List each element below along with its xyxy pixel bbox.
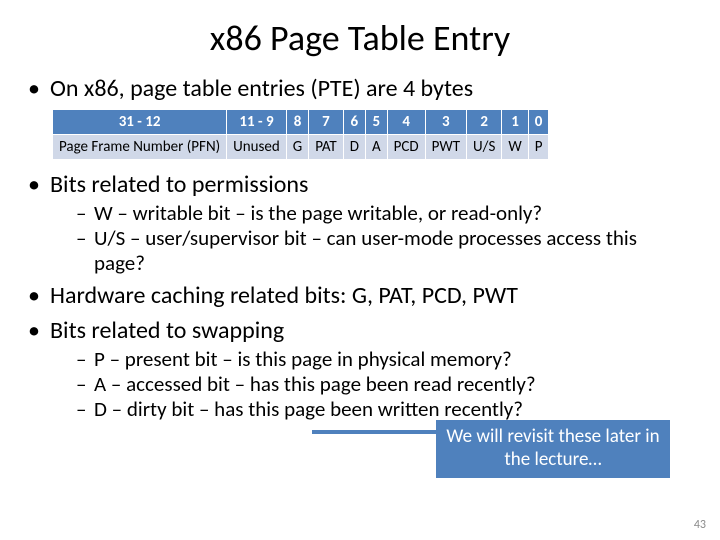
bullet-permissions-text: Bits related to permissions: [50, 170, 308, 199]
bullet-permissions: Bits related to permissions W – writable…: [28, 170, 692, 275]
field-pwt: PWT: [425, 135, 466, 160]
sub-w: W – writable bit – is the page writable,…: [76, 201, 692, 226]
field-w: W: [502, 135, 528, 160]
table-value-row: Page Frame Number (PFN) Unused G PAT D A…: [53, 135, 549, 160]
sub-us: U/S – user/supervisor bit – can user-mod…: [76, 226, 692, 276]
field-pcd: PCD: [387, 135, 425, 160]
slide-title: x86 Page Table Entry: [28, 16, 692, 60]
page-number: 43: [694, 518, 706, 532]
sub-d: D – dirty bit – has this page been writt…: [76, 397, 692, 422]
field-p: P: [528, 135, 549, 160]
field-pat: PAT: [309, 135, 343, 160]
bit-5: 5: [365, 110, 387, 135]
bit-3: 3: [425, 110, 466, 135]
field-unused: Unused: [227, 135, 287, 160]
field-d: D: [343, 135, 365, 160]
bullet-intro: On x86, page table entries (PTE) are 4 b…: [28, 74, 692, 103]
table-header-row: 31 - 12 11 - 9 8 7 6 5 4 3 2 1 0: [53, 110, 549, 135]
sub-p: P – present bit – is this page in physic…: [76, 347, 692, 372]
field-pfn: Page Frame Number (PFN): [53, 135, 227, 160]
bitrange-11-9: 11 - 9: [227, 110, 287, 135]
field-us: U/S: [467, 135, 502, 160]
bit-8: 8: [286, 110, 308, 135]
bit-7: 7: [309, 110, 343, 135]
bit-2: 2: [467, 110, 502, 135]
bullet-list: On x86, page table entries (PTE) are 4 b…: [28, 74, 692, 103]
bullet-swapping-text: Bits related to swapping: [50, 316, 284, 345]
bullet-caching: Hardware caching related bits: G, PAT, P…: [28, 281, 692, 310]
swapping-sublist: P – present bit – is this page in physic…: [50, 347, 692, 421]
bullet-swapping: Bits related to swapping P – present bit…: [28, 316, 692, 421]
bullet-list-2: Bits related to permissions W – writable…: [28, 170, 692, 422]
slide: x86 Page Table Entry On x86, page table …: [0, 0, 720, 422]
pte-table: 31 - 12 11 - 9 8 7 6 5 4 3 2 1 0 Page Fr…: [52, 109, 549, 160]
bit-1: 1: [502, 110, 528, 135]
bit-6: 6: [343, 110, 365, 135]
permissions-sublist: W – writable bit – is the page writable,…: [50, 201, 692, 275]
field-g: G: [286, 135, 308, 160]
bitrange-31-12: 31 - 12: [53, 110, 227, 135]
bit-0: 0: [528, 110, 549, 135]
bit-4: 4: [387, 110, 425, 135]
sub-a: A – accessed bit – has this page been re…: [76, 372, 692, 397]
callout-arrow: [312, 430, 450, 434]
callout-box: We will revisit these later in the lectu…: [436, 420, 670, 478]
field-a: A: [365, 135, 387, 160]
